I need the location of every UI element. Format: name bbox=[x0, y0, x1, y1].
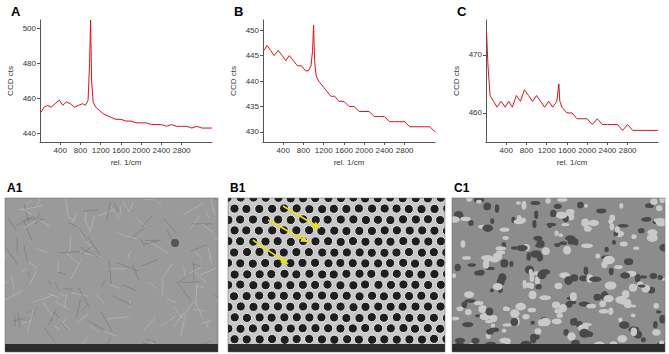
svg-text:1600: 1600 bbox=[112, 146, 130, 155]
svg-text:440: 440 bbox=[246, 77, 260, 86]
svg-text:470: 470 bbox=[469, 50, 483, 59]
svg-text:rel. 1/cm: rel. 1/cm bbox=[111, 158, 142, 167]
svg-text:440: 440 bbox=[23, 129, 37, 138]
svg-text:2400: 2400 bbox=[376, 146, 394, 155]
svg-text:C1: C1 bbox=[454, 181, 470, 195]
svg-text:1600: 1600 bbox=[558, 146, 576, 155]
svg-text:1200: 1200 bbox=[538, 146, 556, 155]
svg-text:2000: 2000 bbox=[578, 146, 596, 155]
svg-text:400: 400 bbox=[54, 146, 68, 155]
svg-text:1600: 1600 bbox=[335, 146, 353, 155]
svg-text:460: 460 bbox=[23, 94, 37, 103]
svg-text:430: 430 bbox=[246, 127, 260, 136]
svg-text:2000: 2000 bbox=[355, 146, 373, 155]
svg-text:800: 800 bbox=[297, 146, 311, 155]
svg-text:2000: 2000 bbox=[132, 146, 150, 155]
svg-text:800: 800 bbox=[520, 146, 534, 155]
svg-text:480: 480 bbox=[23, 59, 37, 68]
svg-text:460: 460 bbox=[469, 108, 483, 117]
svg-text:435: 435 bbox=[246, 102, 260, 111]
svg-text:CCD cts: CCD cts bbox=[452, 66, 461, 96]
svg-text:C: C bbox=[457, 4, 467, 19]
svg-text:400: 400 bbox=[277, 146, 291, 155]
svg-text:2400: 2400 bbox=[599, 146, 617, 155]
svg-text:450: 450 bbox=[246, 26, 260, 35]
svg-text:800: 800 bbox=[74, 146, 88, 155]
svg-text:A1: A1 bbox=[7, 181, 23, 195]
svg-text:1200: 1200 bbox=[315, 146, 333, 155]
svg-text:500: 500 bbox=[23, 24, 37, 33]
svg-text:rel. 1/cm: rel. 1/cm bbox=[557, 158, 588, 167]
svg-text:2800: 2800 bbox=[619, 146, 637, 155]
svg-text:CCD cts: CCD cts bbox=[6, 66, 15, 96]
svg-text:2400: 2400 bbox=[153, 146, 171, 155]
svg-text:CCD cts: CCD cts bbox=[229, 66, 238, 96]
svg-text:2800: 2800 bbox=[396, 146, 414, 155]
svg-text:445: 445 bbox=[246, 51, 260, 60]
svg-text:A: A bbox=[11, 4, 21, 19]
svg-text:rel. 1/cm: rel. 1/cm bbox=[334, 158, 365, 167]
svg-text:2800: 2800 bbox=[173, 146, 191, 155]
svg-text:1200: 1200 bbox=[92, 146, 110, 155]
svg-text:B: B bbox=[234, 4, 243, 19]
svg-text:400: 400 bbox=[500, 146, 514, 155]
svg-text:B1: B1 bbox=[230, 181, 246, 195]
